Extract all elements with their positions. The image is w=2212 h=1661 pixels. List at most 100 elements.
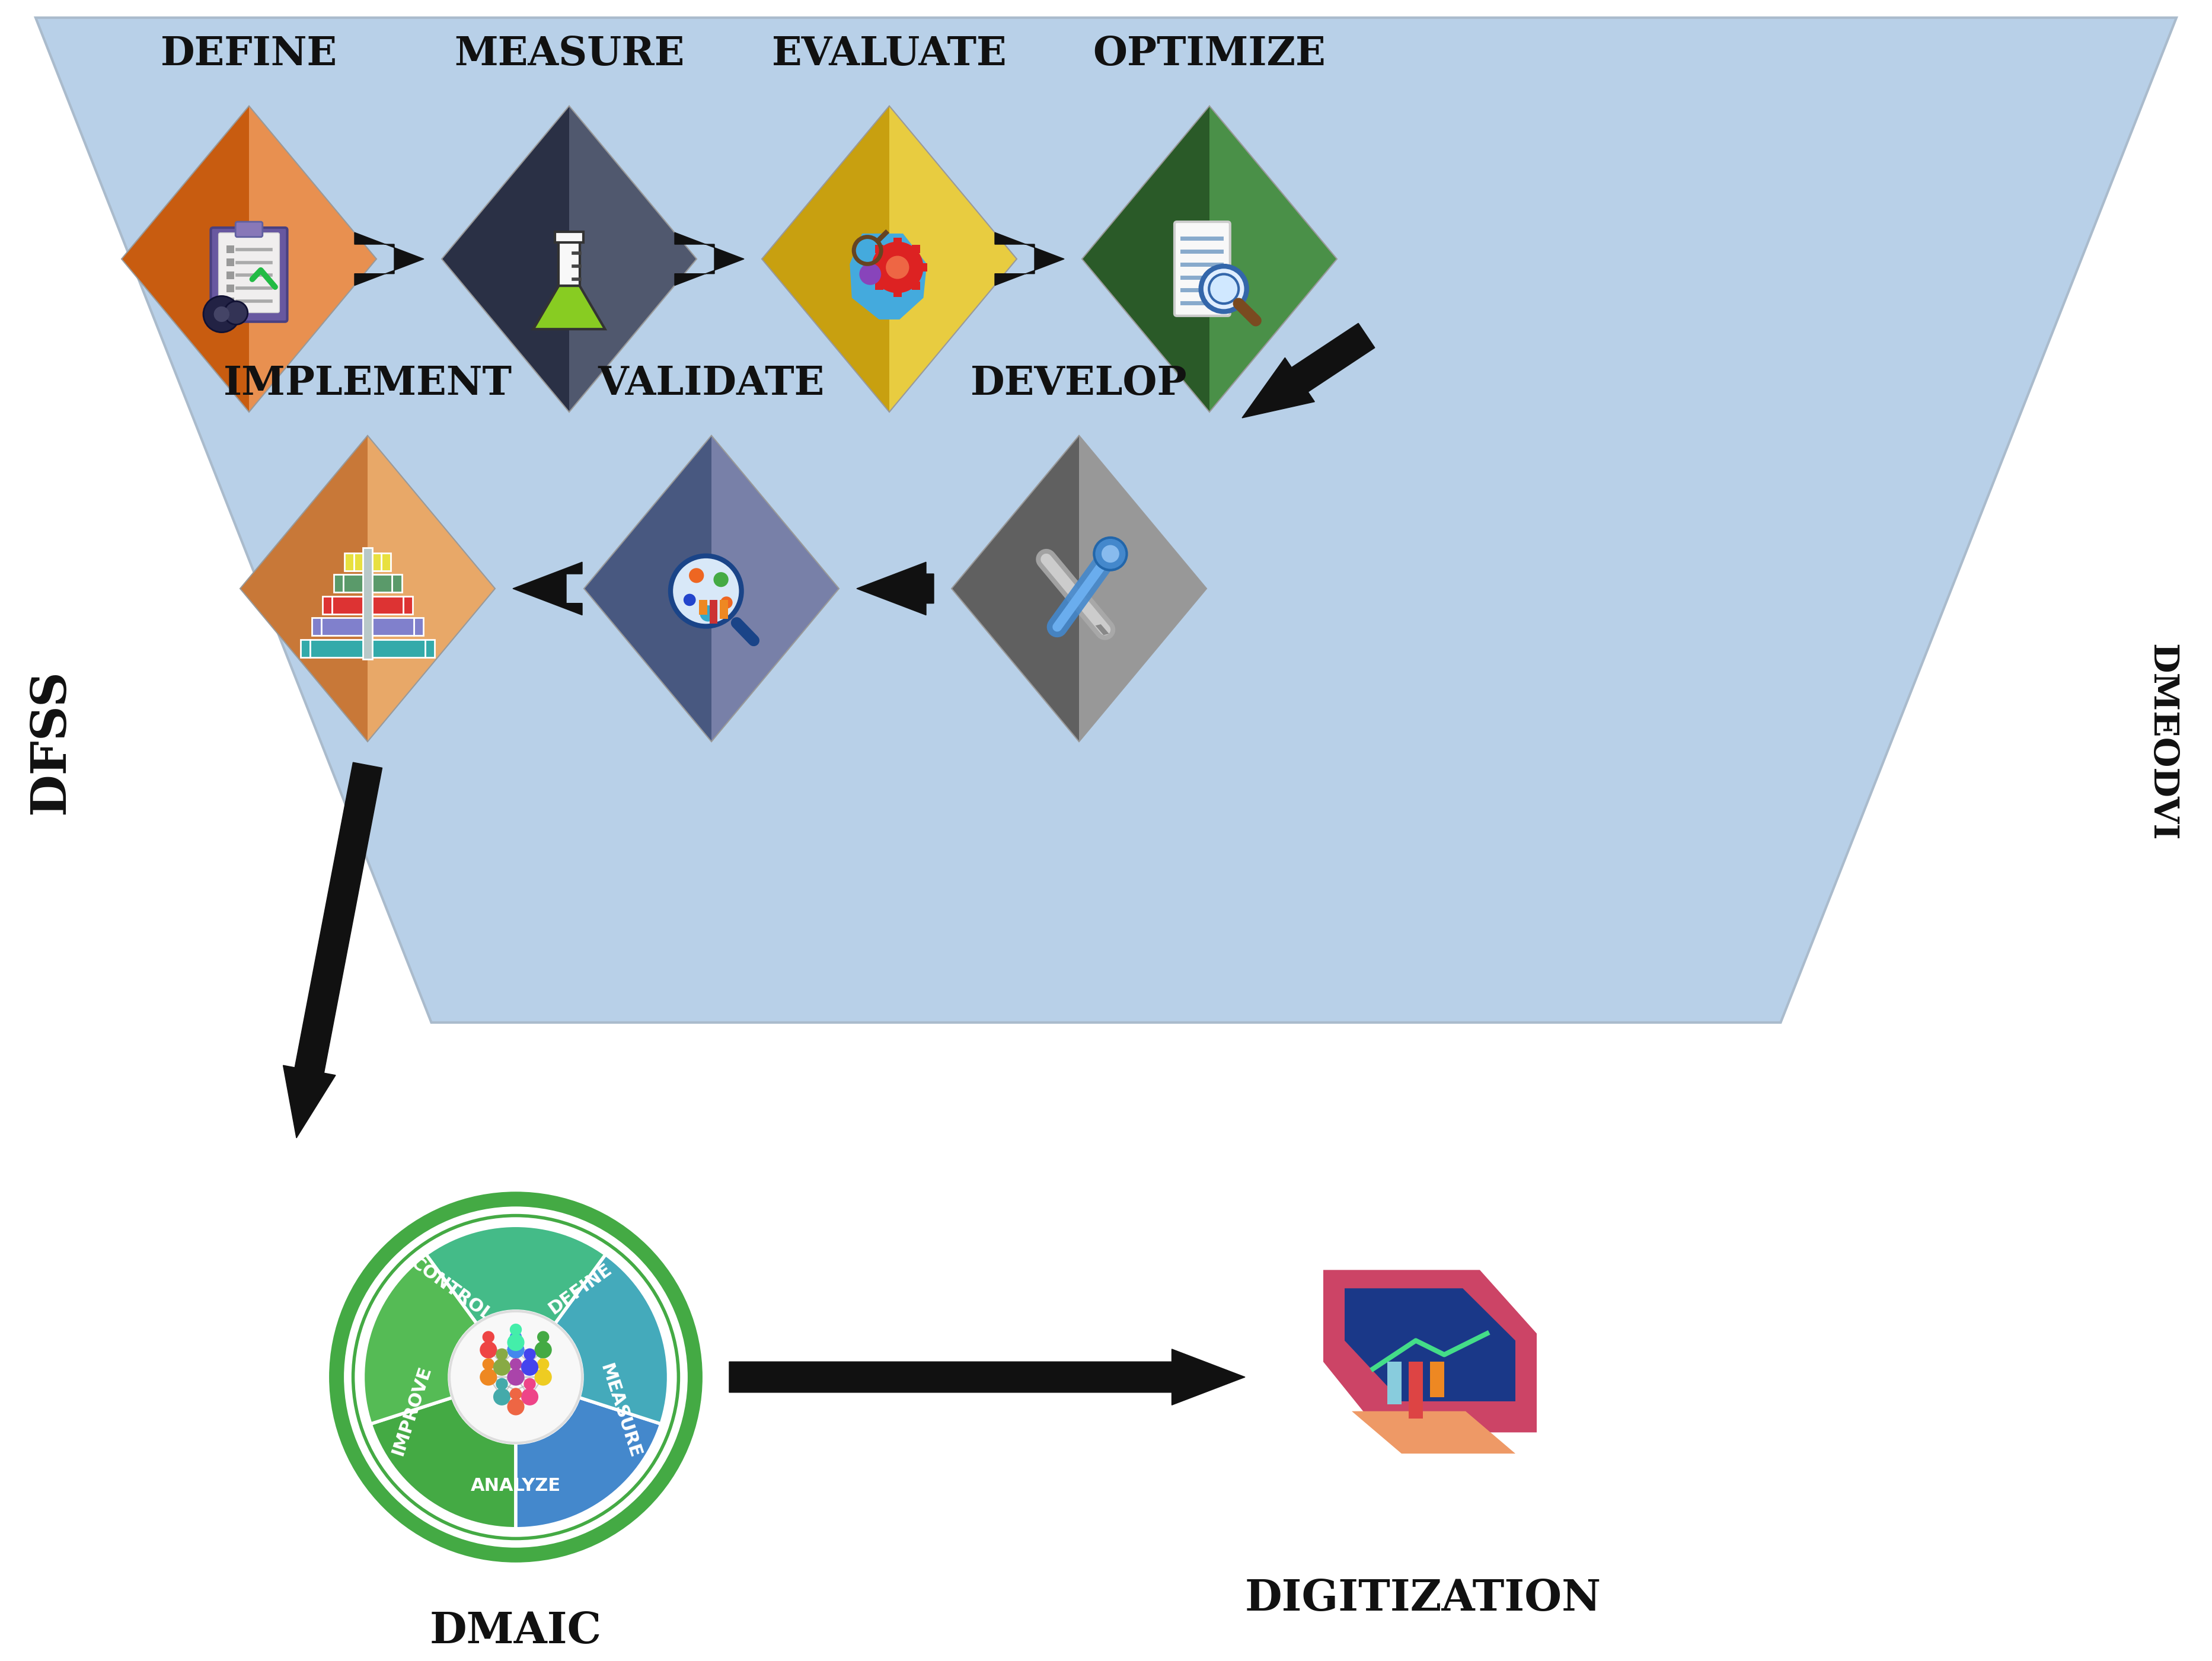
Circle shape — [670, 556, 741, 626]
Circle shape — [858, 264, 880, 286]
Circle shape — [482, 1330, 495, 1344]
Text: EVALUATE: EVALUATE — [772, 35, 1006, 73]
Polygon shape — [1345, 1289, 1515, 1402]
Bar — [719, 600, 728, 620]
Circle shape — [538, 1359, 549, 1370]
Wedge shape — [372, 1397, 515, 1528]
FancyBboxPatch shape — [1175, 223, 1230, 316]
Polygon shape — [761, 106, 889, 412]
Bar — [425, 639, 434, 658]
Circle shape — [493, 1389, 511, 1405]
Wedge shape — [515, 1397, 661, 1528]
Polygon shape — [1210, 106, 1336, 412]
Bar — [403, 596, 414, 615]
Text: DEFINE: DEFINE — [546, 1261, 615, 1317]
Circle shape — [507, 1369, 524, 1385]
Circle shape — [482, 1359, 495, 1370]
FancyBboxPatch shape — [219, 233, 279, 312]
Polygon shape — [1082, 106, 1210, 412]
Circle shape — [885, 256, 909, 279]
Text: DMEODVI: DMEODVI — [2146, 643, 2179, 840]
Circle shape — [538, 1330, 549, 1344]
Bar — [345, 553, 354, 571]
Polygon shape — [513, 561, 582, 615]
Bar — [555, 233, 584, 243]
Bar — [894, 238, 902, 246]
Text: MEASURE: MEASURE — [597, 1362, 644, 1460]
Bar — [414, 618, 422, 636]
Circle shape — [204, 296, 239, 332]
Bar — [699, 600, 708, 615]
Circle shape — [872, 241, 922, 292]
Polygon shape — [1243, 324, 1376, 419]
Circle shape — [524, 1349, 535, 1360]
Bar — [323, 596, 332, 615]
Polygon shape — [122, 106, 250, 412]
Polygon shape — [951, 435, 1079, 741]
Circle shape — [721, 596, 732, 608]
FancyBboxPatch shape — [210, 228, 288, 322]
Bar — [920, 264, 927, 271]
Text: VALIDATE: VALIDATE — [597, 365, 825, 404]
Circle shape — [509, 1389, 522, 1400]
Bar — [226, 284, 234, 292]
Circle shape — [493, 1359, 511, 1375]
Wedge shape — [427, 1226, 606, 1324]
Polygon shape — [283, 762, 383, 1138]
Bar — [312, 618, 321, 636]
Bar — [321, 618, 414, 636]
Circle shape — [507, 1342, 524, 1359]
Text: DFSS: DFSS — [27, 669, 75, 814]
Circle shape — [507, 1399, 524, 1415]
Bar — [911, 281, 920, 289]
Text: MEASURE: MEASURE — [453, 35, 684, 73]
Polygon shape — [889, 106, 1018, 412]
Text: OPTIMIZE: OPTIMIZE — [1093, 35, 1325, 73]
Polygon shape — [568, 106, 697, 412]
Polygon shape — [1323, 1271, 1537, 1432]
Polygon shape — [712, 435, 838, 741]
Polygon shape — [856, 561, 933, 615]
Circle shape — [480, 1369, 498, 1385]
Polygon shape — [250, 106, 376, 412]
Circle shape — [223, 301, 248, 324]
Circle shape — [684, 593, 697, 606]
Text: DEVELOP: DEVELOP — [971, 365, 1188, 404]
Circle shape — [1210, 274, 1239, 304]
Bar — [710, 600, 717, 623]
Bar — [1387, 1362, 1402, 1404]
Bar — [1409, 1362, 1422, 1418]
Polygon shape — [1095, 625, 1108, 635]
Bar — [343, 575, 392, 593]
Polygon shape — [995, 233, 1064, 286]
Circle shape — [1201, 266, 1248, 312]
Bar — [226, 259, 234, 266]
Circle shape — [449, 1311, 582, 1443]
Circle shape — [509, 1359, 522, 1370]
Circle shape — [535, 1369, 551, 1385]
Bar — [876, 246, 883, 252]
Text: ANALYZE: ANALYZE — [471, 1477, 562, 1495]
Text: CONTROL: CONTROL — [407, 1254, 495, 1324]
Bar — [380, 553, 392, 571]
Bar — [301, 639, 310, 658]
Bar — [867, 264, 876, 271]
Polygon shape — [354, 233, 425, 286]
Circle shape — [1095, 538, 1126, 570]
Polygon shape — [35, 18, 2177, 1023]
Circle shape — [509, 1330, 522, 1344]
Bar — [363, 548, 372, 659]
Bar — [911, 246, 920, 252]
Circle shape — [215, 306, 230, 322]
Bar — [1429, 1362, 1444, 1397]
FancyBboxPatch shape — [234, 223, 263, 238]
Polygon shape — [849, 234, 927, 319]
Bar — [354, 553, 380, 571]
Bar — [876, 281, 883, 289]
Text: DIGITIZATION: DIGITIZATION — [1245, 1578, 1601, 1619]
Text: IMPLEMENT: IMPLEMENT — [223, 365, 511, 404]
Polygon shape — [1352, 1412, 1515, 1453]
Polygon shape — [584, 435, 712, 741]
Circle shape — [522, 1359, 538, 1375]
Circle shape — [509, 1324, 522, 1335]
